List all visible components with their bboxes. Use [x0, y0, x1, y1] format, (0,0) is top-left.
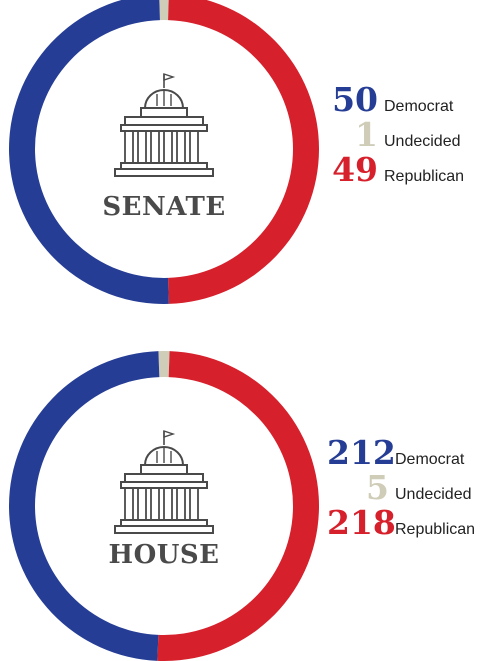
house-legend: 212 Democrat 5 Undecided 218 Republican	[327, 435, 475, 540]
capitol-icon-part	[140, 464, 188, 475]
capitol-icon-part	[176, 130, 186, 164]
undecided-count: 5	[366, 468, 389, 507]
capitol-icon-part	[137, 130, 147, 164]
legend-item-republican: 49 Republican	[330, 152, 464, 187]
capitol-icon-part	[189, 487, 199, 521]
senate-label: SENATE	[102, 192, 226, 222]
capitol-icon-part	[124, 487, 134, 521]
senate-legend: 50 Democrat 1 Undecided 49 Republican	[330, 82, 464, 187]
capitol-icon-part	[163, 430, 176, 438]
senate-chart: SENATE 50 Democrat 1 Undecided 49 Republ…	[0, 0, 495, 320]
democrat-count: 212	[327, 433, 396, 472]
capitol-icon-part	[143, 89, 185, 109]
capitol-icon-part	[124, 130, 134, 164]
legend-item-undecided: 1 Undecided	[330, 117, 464, 152]
slice-undecided	[158, 351, 170, 378]
capitol-icon-part	[163, 73, 176, 81]
undecided-label: Undecided	[395, 486, 472, 503]
capitol-icon-part	[124, 473, 204, 483]
democrat-label: Democrat	[395, 451, 465, 468]
republican-label: Republican	[395, 521, 476, 538]
democrat-count: 50	[332, 80, 378, 119]
capitol-icon-part	[163, 487, 173, 521]
house-donut	[9, 351, 319, 661]
capitol-icon-part	[150, 487, 160, 521]
legend-item-undecided: 5 Undecided	[327, 470, 475, 505]
republican-count: 218	[327, 503, 396, 542]
capitol-icon-part	[150, 130, 160, 164]
undecided-count: 1	[355, 115, 378, 154]
capitol-icon-part	[163, 130, 173, 164]
slice-democrat	[9, 0, 169, 304]
legend-item-republican: 218 Republican	[327, 505, 475, 540]
capitol-icon-part	[140, 107, 188, 118]
capitol-icon-part	[114, 525, 214, 534]
capitol-icon-part	[124, 116, 204, 126]
slice-undecided	[159, 0, 169, 21]
capitol-icon-part	[176, 487, 186, 521]
legend-item-democrat: 50 Democrat	[330, 82, 464, 117]
republican-label: Republican	[384, 168, 465, 185]
slice-republican	[157, 351, 319, 661]
house-label: HOUSE	[108, 540, 220, 570]
undecided-label: Undecided	[384, 133, 461, 150]
capitol-icon-part	[114, 168, 214, 177]
capitol-icon	[114, 73, 214, 177]
republican-count: 49	[332, 150, 378, 189]
slice-republican	[168, 0, 319, 304]
legend-item-democrat: 212 Democrat	[327, 435, 475, 470]
capitol-icon-part	[189, 130, 199, 164]
slice-democrat	[9, 351, 160, 661]
capitol-icon-part	[137, 487, 147, 521]
house-chart: HOUSE 212 Democrat 5 Undecided 218 Repub…	[0, 350, 495, 661]
capitol-icon	[114, 430, 214, 534]
democrat-label: Democrat	[384, 98, 454, 115]
capitol-icon-part	[143, 446, 185, 466]
senate-donut	[9, 0, 319, 304]
